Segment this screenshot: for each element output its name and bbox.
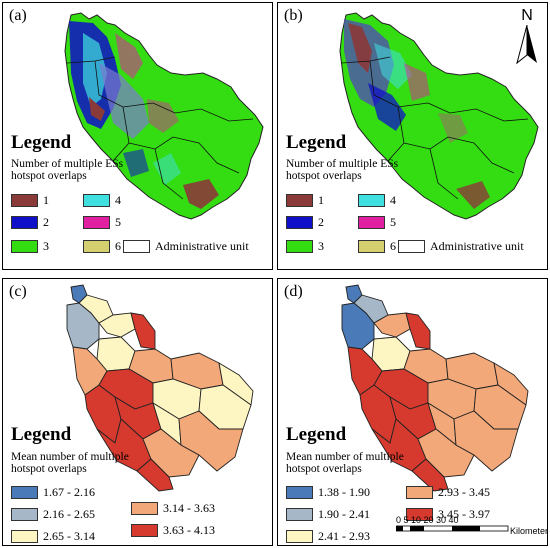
legend-item-class-4: 2.93 - 3.45 [406,485,490,499]
legend-item-1: 1 [286,193,324,207]
hotspot-map-a [64,12,264,220]
legend-swatch [286,193,313,207]
admin-boundaries [341,56,529,200]
panel-label: (b) [284,7,303,24]
panel-label: (d) [284,283,303,300]
legend-item-admin: Administrative unit [123,239,249,253]
legend-swatch [11,193,38,207]
legend-subtitle: Number of multiple ESs hotspot overlaps [11,158,124,182]
legend-swatch [358,239,385,253]
admin-units [66,284,254,492]
legend-swatch [358,193,385,207]
legend-swatch [11,507,38,521]
legend-swatch [11,239,38,253]
scale-unit: Kilometers [510,526,548,536]
legend-item-2: 2 [11,215,49,229]
panel-a: (a) Legend Number of multiple ESs hotspo… [2,2,273,270]
choropleth-map-c [66,284,254,492]
legend-title: Legend [11,132,72,153]
legend-swatch [406,507,433,521]
legend-subtitle: Number of multiple ESs hotspot overlaps [286,158,399,182]
panel-label: (a) [9,7,27,24]
legend-swatch [286,507,313,521]
legend-swatch [286,485,313,499]
legend-item-class-3: 2.65 - 3.14 [11,529,95,543]
legend-subtitle: Mean number of multiple hotspot overlaps [11,451,129,475]
panel-d: (d) Legend Mean number of multiple hotsp… [277,278,548,546]
legend-item-class-5: 3.45 - 3.97 [406,507,490,521]
north-arrow-icon [516,24,537,65]
legend-swatch [83,239,110,253]
legend-swatch [123,239,150,253]
hotspot-patches [344,19,490,209]
legend-swatch [131,523,158,537]
legend-item-3: 3 [286,239,324,253]
legend-item-admin: Administrative unit [398,239,524,253]
legend-swatch [11,529,38,543]
legend-swatch [286,239,313,253]
scale-bar-graphic [396,525,509,532]
legend-swatch [11,485,38,499]
legend-item-class-1: 1.67 - 2.16 [11,485,95,499]
legend-item-class-2: 2.16 - 2.65 [11,507,95,521]
legend-swatch [358,215,385,229]
admin-boundaries [66,56,254,200]
legend-item-class-4: 3.14 - 3.63 [131,501,215,515]
legend-swatch [406,485,433,499]
scale-ticks: 0 5 10 20 30 40 [396,515,459,525]
panel-c: (c) Legend Mean number of multiple hotsp… [2,278,273,546]
legend-item-class-5: 3.63 - 4.13 [131,523,215,537]
legend-item-2: 2 [286,215,324,229]
legend-swatch [286,529,313,543]
hotspot-patches [69,21,219,209]
panel-label: (c) [9,283,27,300]
legend-swatch [83,193,110,207]
legend-item-6: 6 [83,239,121,253]
legend-item-3: 3 [11,239,49,253]
legend-item-5: 5 [83,215,121,229]
north-label: N [521,7,533,24]
legend-item-class-1: 1.38 - 1.90 [286,485,370,499]
legend-subtitle: Mean number of multiple hotspot overlaps [286,451,404,475]
legend-item-1: 1 [11,193,49,207]
north-arrow: N [515,7,539,70]
legend-swatch [398,239,425,253]
legend-swatch [11,215,38,229]
legend-swatch [131,501,158,515]
legend-swatch [286,215,313,229]
choropleth-map-d [341,284,529,492]
legend-swatch [83,215,110,229]
legend-title: Legend [286,132,347,153]
legend-title: Legend [11,424,72,445]
legend-item-5: 5 [358,215,396,229]
legend-item-class-3: 2.41 - 2.93 [286,529,370,543]
admin-units [341,284,529,492]
legend-item-6: 6 [358,239,396,253]
legend-item-4: 4 [358,193,396,207]
legend-title: Legend [286,424,347,445]
legend-item-class-2: 1.90 - 2.41 [286,507,370,521]
legend-item-4: 4 [83,193,121,207]
hotspot-map-b [339,12,539,220]
panel-b: (b) N Legend Number of multiple ESs hots… [277,2,548,270]
